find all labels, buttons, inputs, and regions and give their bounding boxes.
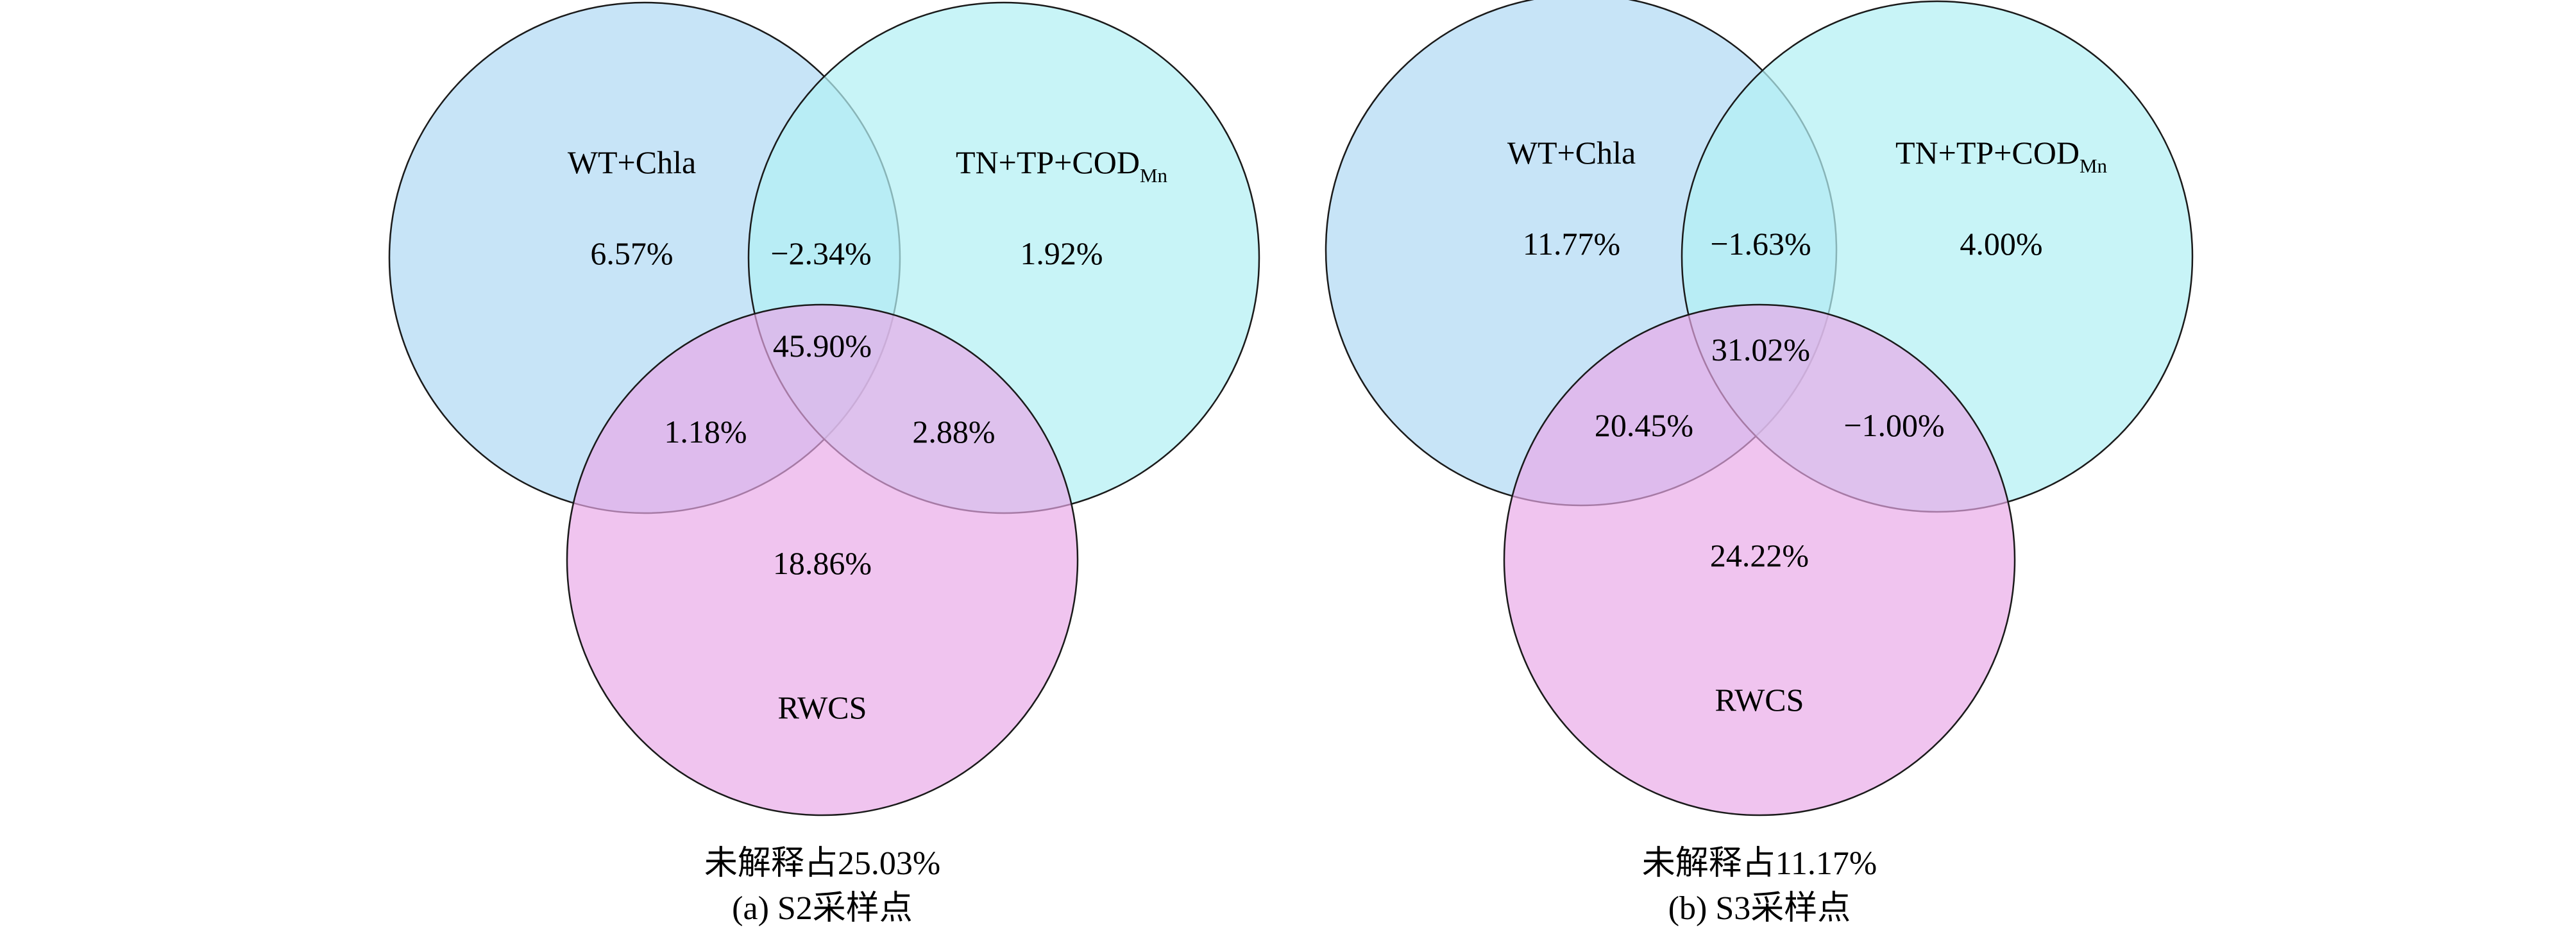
circle-rwcs: [1503, 303, 2016, 816]
panel-caption: (a) S2采样点: [732, 890, 913, 927]
label-rwcs: RWCS: [1715, 682, 1804, 718]
value-all-three: 45.90%: [773, 328, 872, 364]
venn-panel-s3: WT+Chla TN+TP+CODMn RWCS 11.77% −1.63% 4…: [1325, 0, 2194, 927]
panel-caption: (b) S3采样点: [1668, 890, 1851, 927]
unexplained-text: 未解释占11.17%: [1642, 845, 1877, 882]
value-wt-chla-tn-overlap: −1.63%: [1710, 226, 1811, 262]
label-wt-chla: WT+Chla: [1507, 135, 1636, 171]
value-wt-chla-rwcs-overlap: 20.45%: [1595, 407, 1693, 443]
value-wt-chla-rwcs-overlap: 1.18%: [664, 414, 747, 450]
label-tn-tp-cod-main: TN+TP+COD: [1895, 135, 2080, 171]
value-tn-tp-cod-only: 4.00%: [1960, 226, 2042, 262]
value-tn-rwcs-overlap: −1.00%: [1843, 407, 1944, 443]
label-tn-tp-cod-subscript: Mn: [1140, 164, 1168, 187]
value-rwcs-only: 18.86%: [773, 545, 872, 581]
value-wt-chla-only: 6.57%: [590, 235, 673, 271]
venn-panel-s2: WT+Chla TN+TP+CODMn RWCS 6.57% −2.34% 1.…: [388, 1, 1260, 927]
value-tn-tp-cod-only: 1.92%: [1020, 235, 1103, 271]
circle-rwcs: [566, 303, 1079, 816]
value-tn-rwcs-overlap: 2.88%: [912, 414, 995, 450]
value-wt-chla-only: 11.77%: [1523, 226, 1620, 262]
unexplained-text: 未解释占25.03%: [704, 845, 940, 882]
label-tn-tp-cod: TN+TP+CODMn: [956, 144, 1168, 187]
label-rwcs: RWCS: [778, 689, 867, 725]
value-rwcs-only: 24.22%: [1710, 537, 1809, 573]
label-tn-tp-cod-subscript: Mn: [2080, 155, 2108, 177]
label-tn-tp-cod-main: TN+TP+COD: [956, 144, 1140, 180]
value-wt-chla-tn-overlap: −2.34%: [770, 235, 871, 271]
label-wt-chla: WT+Chla: [568, 144, 696, 180]
label-tn-tp-cod: TN+TP+CODMn: [1895, 135, 2108, 177]
value-all-three: 31.02%: [1711, 332, 1810, 368]
